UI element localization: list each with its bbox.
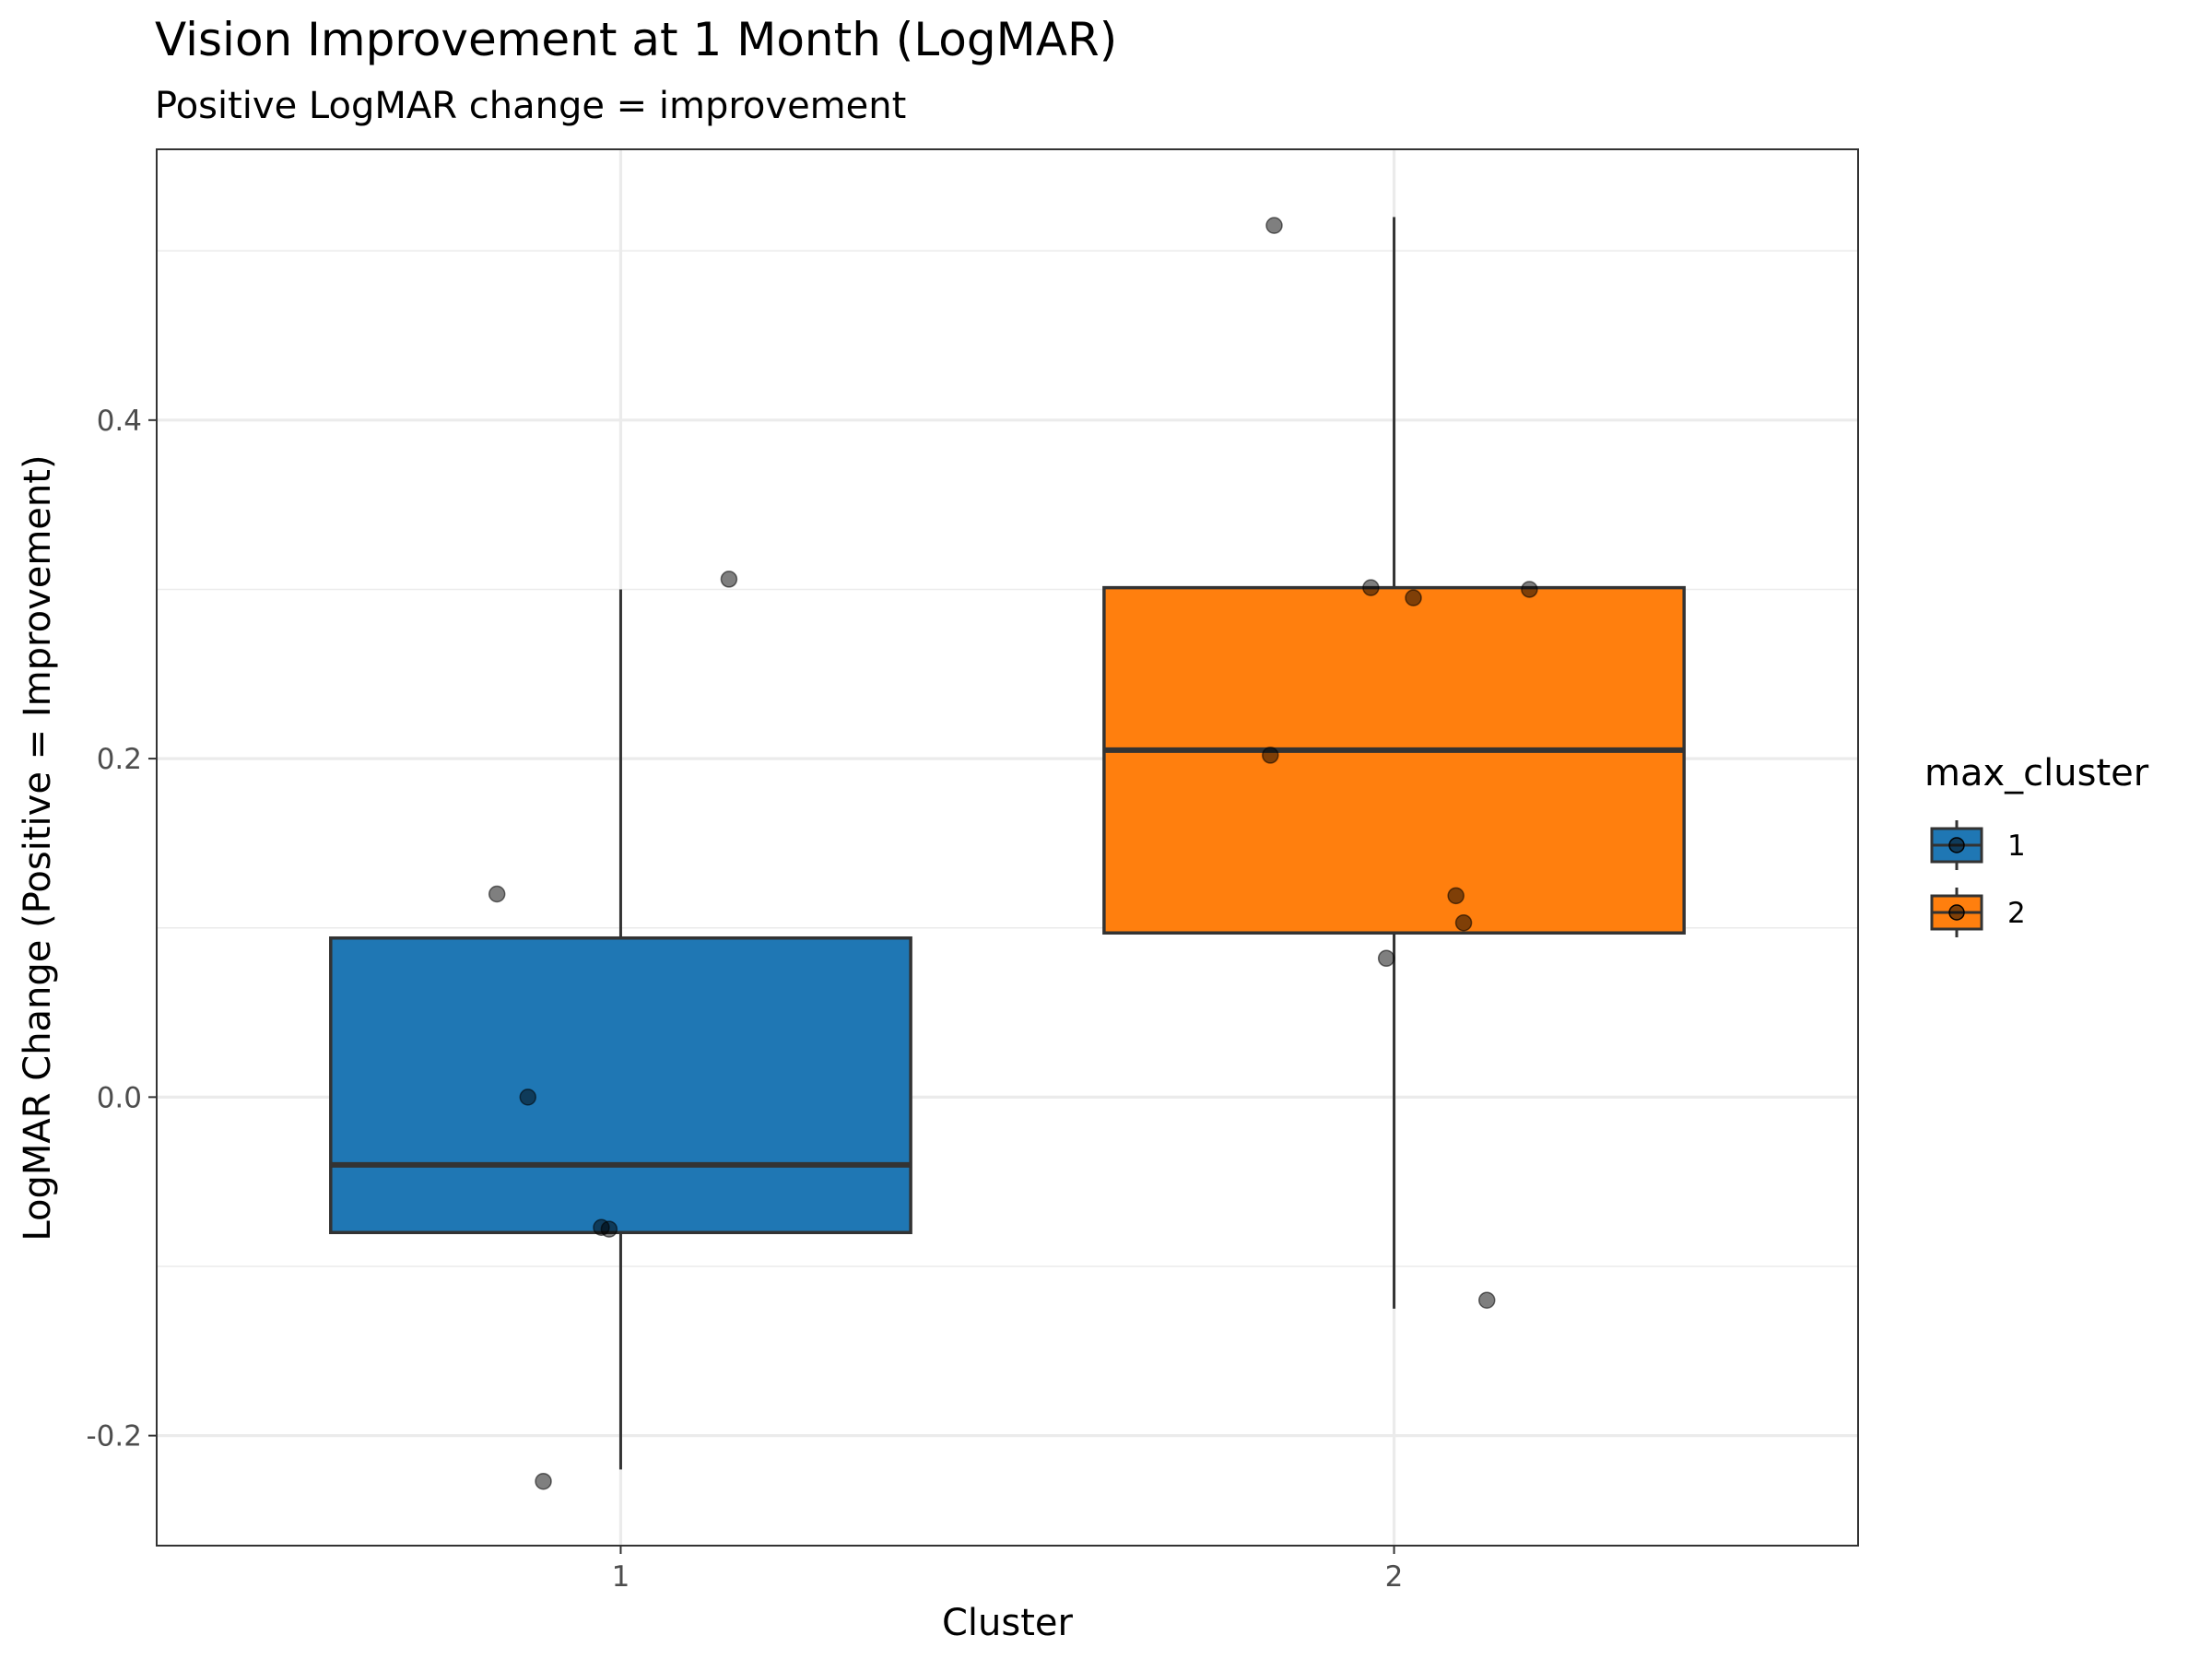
data-point (1362, 579, 1380, 596)
data-point (1405, 589, 1422, 606)
y-tick-label: -0.2 (87, 1420, 143, 1453)
x-tick-label: 1 (612, 1560, 630, 1594)
chart-subtitle: Positive LogMAR change = improvement (155, 85, 906, 127)
legend-label: 1 (2007, 830, 2026, 863)
data-point (1377, 949, 1395, 968)
data-point (519, 1088, 537, 1106)
y-tick-label: 0.0 (97, 1081, 142, 1114)
legend: max_cluster 1 2 (1924, 752, 2149, 937)
legend-title: max_cluster (1924, 752, 2149, 794)
data-point (1262, 747, 1279, 764)
data-point (1454, 913, 1473, 932)
y-tick-label: 0.2 (97, 743, 142, 776)
legend-item-1: 1 (1930, 820, 2026, 870)
boxplot-1 (329, 589, 912, 1470)
data-point (1521, 581, 1538, 598)
y-axis-title: LogMAR Change (Positive = Improvement) (17, 454, 59, 1241)
legend-label: 2 (2007, 897, 2026, 930)
plot-border (156, 148, 1859, 1547)
plot-panel (156, 148, 1859, 1547)
boxplots (329, 217, 1686, 1470)
y-tick-label: 0.4 (97, 405, 142, 438)
data-point (720, 571, 738, 588)
data-point (600, 1220, 618, 1238)
x-tick-label: 2 (1385, 1560, 1404, 1594)
boxplot-2 (1102, 217, 1686, 1309)
chart-title: Vision Improvement at 1 Month (LogMAR) (155, 13, 1117, 66)
data-points (488, 217, 1538, 1490)
legend-point (1948, 904, 1965, 921)
box (329, 935, 912, 1235)
data-point (535, 1472, 552, 1490)
legend-point (1948, 837, 1965, 853)
data-point (1265, 217, 1283, 234)
legend-item-2: 2 (1930, 888, 2026, 937)
data-point (488, 885, 506, 903)
y-axis: -0.2 0.0 0.2 0.4 (87, 405, 157, 1453)
data-point (1447, 887, 1465, 905)
box (1102, 585, 1686, 935)
x-axis-title: Cluster (942, 1602, 1074, 1644)
data-point (1477, 1291, 1496, 1309)
